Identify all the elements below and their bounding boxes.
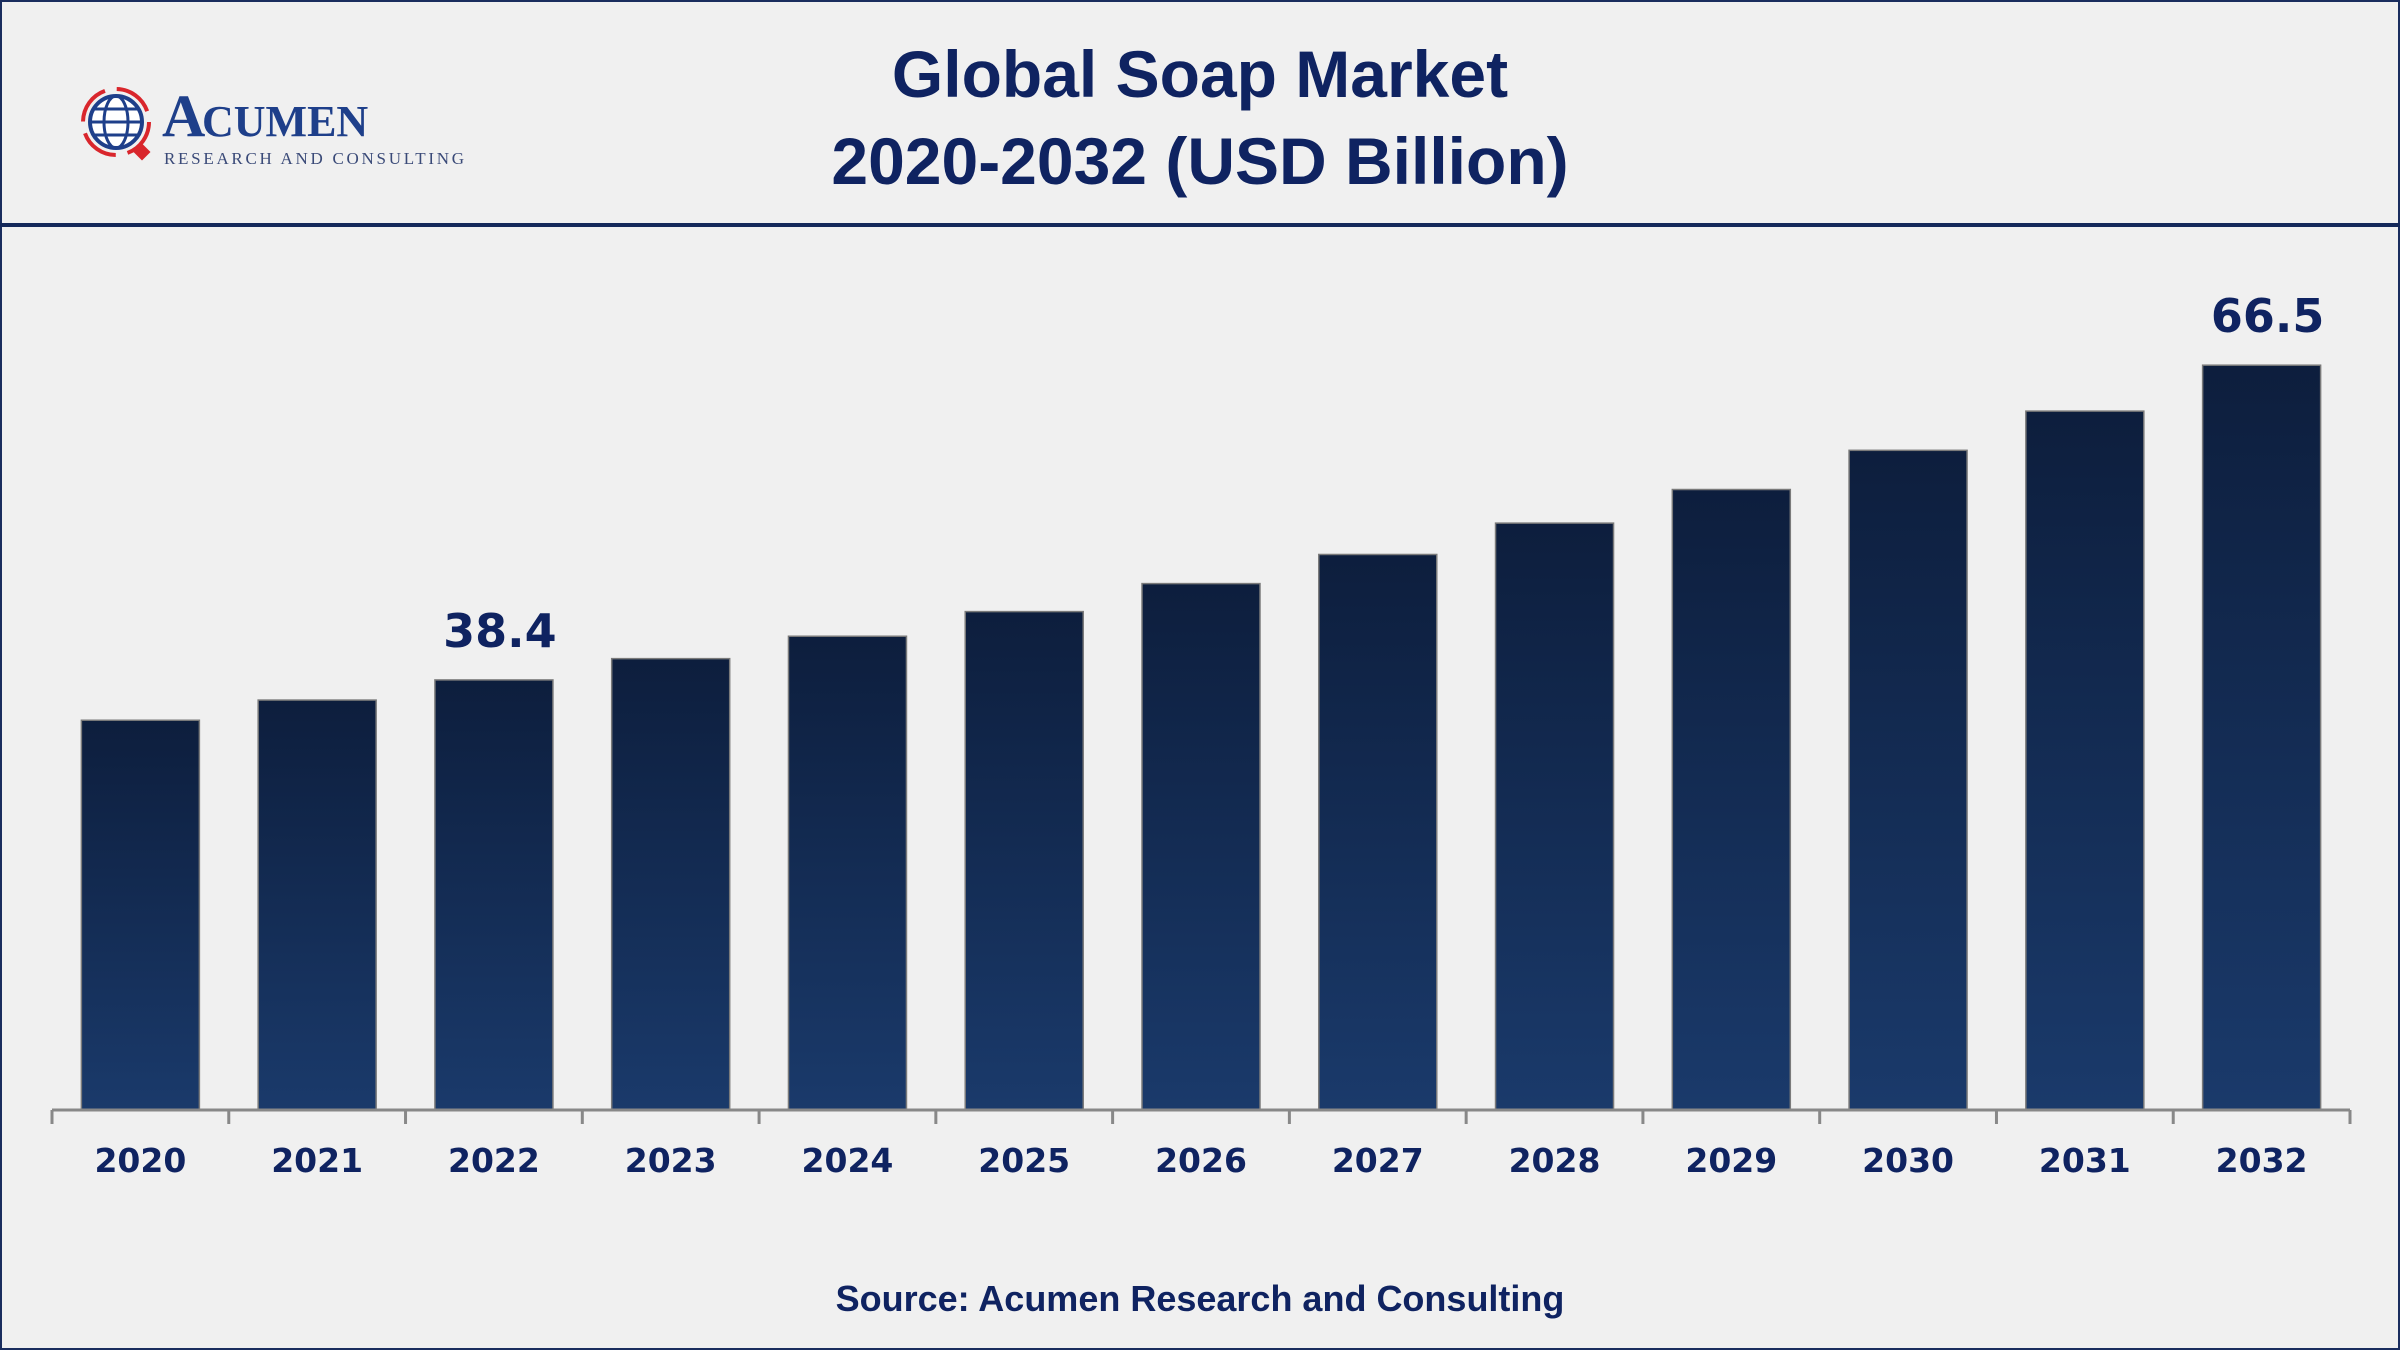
bar-2027 bbox=[1318, 553, 1438, 1111]
x-tick-label: 2022 bbox=[448, 1141, 540, 1180]
x-tick-label: 2021 bbox=[271, 1141, 363, 1180]
x-tick-label: 2024 bbox=[802, 1141, 894, 1180]
svg-text:CUMEN: CUMEN bbox=[202, 97, 368, 146]
bar-2028 bbox=[1494, 522, 1615, 1111]
source-note: Source: Acumen Research and Consulting bbox=[835, 1278, 1565, 1319]
data-label-2032: 66.5 bbox=[2211, 289, 2325, 343]
x-tick-label: 2023 bbox=[625, 1141, 717, 1180]
x-tick-label: 2030 bbox=[1862, 1141, 1954, 1180]
bar-2031 bbox=[2025, 410, 2145, 1111]
x-tick-label: 2029 bbox=[1685, 1141, 1777, 1180]
bar-2032 bbox=[2201, 364, 2322, 1111]
x-tick-label: 2032 bbox=[2216, 1141, 2308, 1180]
header-divider bbox=[0, 223, 2400, 227]
bar-2024 bbox=[787, 635, 908, 1111]
bar-2029 bbox=[1671, 488, 1792, 1111]
bar-2020 bbox=[80, 719, 201, 1111]
x-tick-label: 2020 bbox=[94, 1141, 186, 1180]
bar-2026 bbox=[1141, 582, 1261, 1111]
bar-2025 bbox=[964, 610, 1084, 1111]
x-tick-label: 2026 bbox=[1155, 1141, 1247, 1180]
bar-2022 bbox=[434, 679, 554, 1111]
x-tick-label: 2031 bbox=[2039, 1141, 2131, 1180]
bar-2030 bbox=[1848, 449, 1968, 1111]
svg-text:RESEARCH AND CONSULTING: RESEARCH AND CONSULTING bbox=[164, 149, 464, 168]
x-tick-label: 2028 bbox=[1509, 1141, 1601, 1180]
chart-title-line1: Global Soap Market bbox=[891, 37, 1509, 111]
data-label-2022: 38.4 bbox=[443, 604, 557, 658]
bar-2021 bbox=[257, 699, 377, 1111]
acumen-logo: A CUMEN RESEARCH AND CONSULTING bbox=[81, 83, 464, 168]
x-tick-label: 2027 bbox=[1332, 1141, 1424, 1180]
svg-text:A: A bbox=[162, 83, 205, 149]
chart-title-line2: 2020-2032 (USD Billion) bbox=[831, 124, 1569, 198]
x-tick-label: 2025 bbox=[978, 1141, 1070, 1180]
bar-2023 bbox=[610, 657, 731, 1111]
